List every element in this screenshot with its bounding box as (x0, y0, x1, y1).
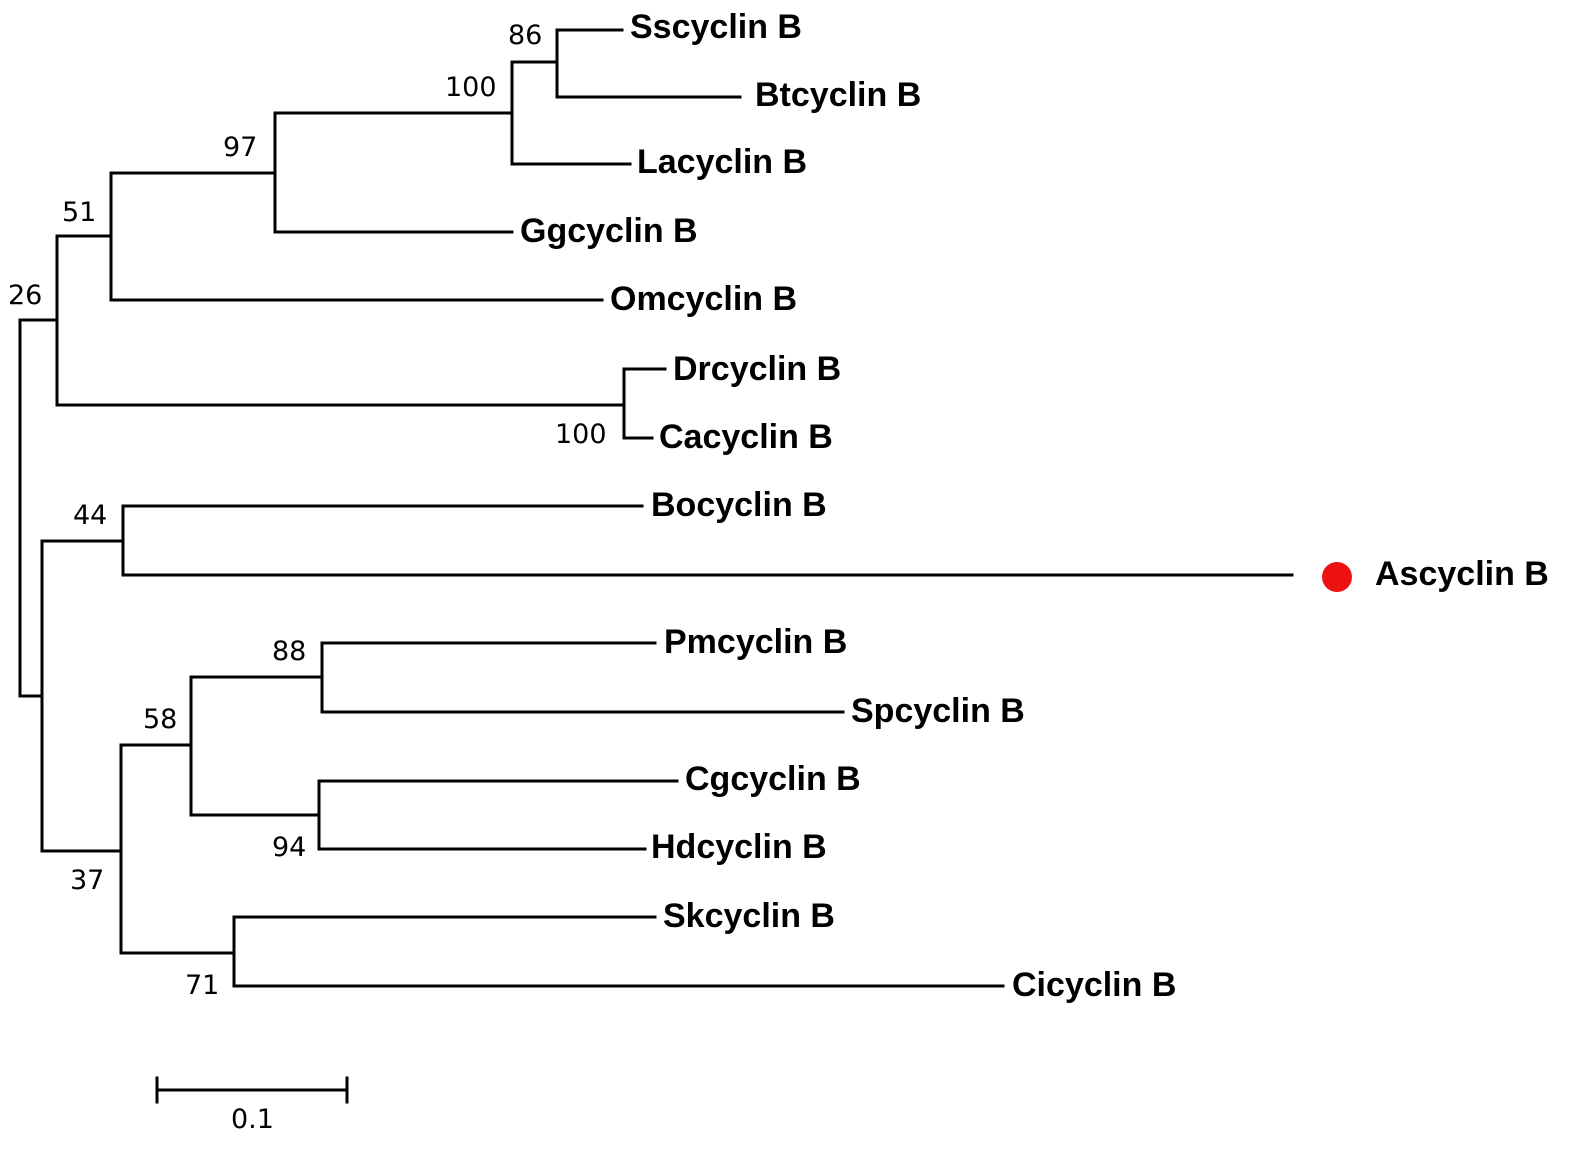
leaf-sscyclin: Sscyclin B (630, 8, 802, 46)
bootstrap-cg-hd: 94 (272, 832, 306, 863)
tree-branches (18, 28, 1294, 988)
leaf-skcyclin: Skcyclin B (663, 897, 835, 935)
bootstrap-ss-bt-la: 100 (445, 72, 497, 103)
leaf-drcyclin: Drcyclin B (673, 350, 841, 388)
leaf-hdcyclin: Hdcyclin B (651, 828, 827, 866)
bootstrap-values: 86 100 97 51 26 100 44 88 58 94 37 71 (8, 20, 607, 1001)
leaf-btcyclin: Btcyclin B (755, 76, 921, 114)
scale-bar: 0.1 (155, 1076, 349, 1135)
scale-bar-label: 0.1 (231, 1104, 274, 1135)
leaf-ggcyclin: Ggcyclin B (520, 212, 698, 250)
leaf-spcyclin: Spcyclin B (851, 692, 1025, 730)
leaf-cgcyclin: Cgcyclin B (685, 760, 861, 798)
leaf-bocyclin: Bocyclin B (651, 486, 827, 524)
bootstrap-ss-bt-la-gg: 97 (223, 132, 257, 163)
leaf-cacyclin: Cacyclin B (659, 418, 833, 456)
bootstrap-with-dr-ca: 26 (8, 280, 42, 311)
bootstrap-ss-bt: 86 (508, 20, 542, 51)
bootstrap-dr-ca: 100 (555, 419, 607, 450)
leaf-cicyclin: Cicyclin B (1012, 966, 1176, 1004)
bootstrap-pm-sp-cg-hd: 58 (143, 704, 177, 735)
leaf-omcyclin: Omcyclin B (610, 280, 797, 318)
bootstrap-with-om: 51 (62, 197, 96, 228)
leaf-ascyclin: Ascyclin B (1375, 555, 1549, 593)
bootstrap-pm-sp: 88 (272, 636, 306, 667)
highlight-dot-marker (1322, 562, 1352, 592)
bootstrap-lower-clade: 37 (70, 865, 104, 896)
leaf-lacyclin: Lacyclin B (637, 143, 807, 181)
bootstrap-sk-ci: 71 (185, 970, 219, 1001)
bootstrap-bo-as: 44 (73, 500, 107, 531)
leaf-pmcyclin: Pmcyclin B (664, 623, 847, 661)
leaf-labels: Sscyclin B Btcyclin B Lacyclin B Ggcycli… (520, 8, 1549, 1004)
